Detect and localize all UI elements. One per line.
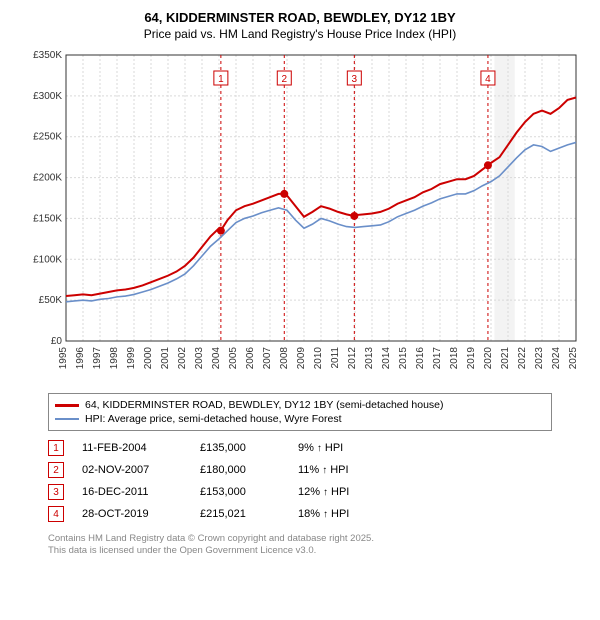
- svg-text:£300K: £300K: [33, 91, 62, 102]
- legend-swatch: [55, 418, 79, 420]
- sale-diff-vs: HPI: [330, 464, 348, 476]
- sale-diff: 11%↑HPI: [298, 464, 388, 476]
- legend-item: 64, KIDDERMINSTER ROAD, BEWDLEY, DY12 1B…: [55, 398, 545, 412]
- arrow-up-icon: ↑: [322, 465, 327, 476]
- svg-text:2018: 2018: [449, 347, 460, 370]
- arrow-up-icon: ↑: [323, 487, 328, 498]
- sale-date: 11-FEB-2004: [82, 442, 182, 454]
- svg-text:2007: 2007: [262, 347, 273, 370]
- svg-text:£250K: £250K: [33, 132, 62, 143]
- svg-text:4: 4: [485, 74, 491, 85]
- svg-text:2014: 2014: [381, 347, 392, 370]
- svg-text:1: 1: [218, 74, 224, 85]
- arrow-up-icon: ↑: [323, 509, 328, 520]
- svg-text:2020: 2020: [483, 347, 494, 370]
- svg-text:2016: 2016: [415, 347, 426, 370]
- sale-diff: 18%↑HPI: [298, 508, 388, 520]
- legend: 64, KIDDERMINSTER ROAD, BEWDLEY, DY12 1B…: [48, 393, 552, 431]
- sale-row: 1 11-FEB-2004 £135,000 9%↑HPI: [48, 437, 552, 459]
- svg-text:1995: 1995: [58, 347, 69, 370]
- svg-text:2024: 2024: [551, 347, 562, 370]
- sale-diff-pct: 9%: [298, 442, 314, 454]
- chart-title: 64, KIDDERMINSTER ROAD, BEWDLEY, DY12 1B…: [8, 10, 592, 25]
- sale-diff-pct: 11%: [298, 464, 319, 476]
- sale-price: £153,000: [200, 486, 280, 498]
- sale-row: 2 02-NOV-2007 £180,000 11%↑HPI: [48, 459, 552, 481]
- svg-text:2017: 2017: [432, 347, 443, 370]
- sale-row: 4 28-OCT-2019 £215,021 18%↑HPI: [48, 503, 552, 525]
- legend-swatch: [55, 404, 79, 407]
- svg-text:2022: 2022: [517, 347, 528, 370]
- svg-text:2025: 2025: [568, 347, 579, 370]
- svg-text:2000: 2000: [143, 347, 154, 370]
- svg-text:2002: 2002: [177, 347, 188, 370]
- svg-text:£50K: £50K: [39, 295, 63, 306]
- sale-date: 02-NOV-2007: [82, 464, 182, 476]
- svg-text:2013: 2013: [364, 347, 375, 370]
- svg-text:2011: 2011: [330, 347, 341, 369]
- svg-text:2015: 2015: [398, 347, 409, 370]
- sale-diff-vs: HPI: [331, 486, 349, 498]
- sale-diff: 12%↑HPI: [298, 486, 388, 498]
- footer-line-2: This data is licensed under the Open Gov…: [48, 545, 552, 557]
- sale-diff-vs: HPI: [331, 508, 349, 520]
- chart-area: £0 £50K £100K £150K £200K £250K £300K £350K 1995…: [20, 47, 580, 387]
- sale-diff-pct: 18%: [298, 508, 320, 520]
- footer-attribution: Contains HM Land Registry data © Crown c…: [48, 533, 552, 558]
- sale-date: 16-DEC-2011: [82, 486, 182, 498]
- svg-text:1997: 1997: [92, 347, 103, 370]
- chart-subtitle: Price paid vs. HM Land Registry's House …: [8, 27, 592, 41]
- legend-label: 64, KIDDERMINSTER ROAD, BEWDLEY, DY12 1B…: [85, 399, 444, 411]
- svg-text:2012: 2012: [347, 347, 358, 370]
- svg-text:£200K: £200K: [33, 173, 62, 184]
- svg-text:2006: 2006: [245, 347, 256, 370]
- svg-text:1996: 1996: [75, 347, 86, 370]
- svg-text:2023: 2023: [534, 347, 545, 370]
- sale-diff-vs: HPI: [325, 442, 343, 454]
- legend-item: HPI: Average price, semi-detached house,…: [55, 412, 545, 426]
- svg-text:£150K: £150K: [33, 213, 62, 224]
- arrow-up-icon: ↑: [317, 443, 322, 454]
- footer-line-1: Contains HM Land Registry data © Crown c…: [48, 533, 552, 545]
- svg-text:2001: 2001: [160, 347, 171, 370]
- svg-text:£350K: £350K: [33, 50, 62, 61]
- sale-price: £215,021: [200, 508, 280, 520]
- svg-text:2005: 2005: [228, 347, 239, 370]
- svg-text:£0: £0: [51, 336, 63, 347]
- svg-text:2003: 2003: [194, 347, 205, 370]
- svg-text:1999: 1999: [126, 347, 137, 370]
- sale-row: 3 16-DEC-2011 £153,000 12%↑HPI: [48, 481, 552, 503]
- svg-text:2004: 2004: [211, 347, 222, 370]
- sale-marker: 3: [48, 484, 64, 500]
- svg-text:2: 2: [281, 74, 287, 85]
- svg-text:1998: 1998: [109, 347, 120, 370]
- sale-marker: 4: [48, 506, 64, 522]
- svg-text:2008: 2008: [279, 347, 290, 370]
- svg-text:2021: 2021: [500, 347, 511, 370]
- svg-text:2019: 2019: [466, 347, 477, 370]
- sales-table: 111-FEB-2004£135,0009%↑HPI202-NOV-2007£1…: [48, 437, 552, 525]
- svg-text:2010: 2010: [313, 347, 324, 370]
- svg-text:2009: 2009: [296, 347, 307, 370]
- sale-diff-pct: 12%: [298, 486, 320, 498]
- sale-marker: 1: [48, 440, 64, 456]
- sale-price: £135,000: [200, 442, 280, 454]
- svg-text:3: 3: [352, 74, 358, 85]
- legend-label: HPI: Average price, semi-detached house,…: [85, 413, 342, 425]
- sale-diff: 9%↑HPI: [298, 442, 388, 454]
- svg-text:£100K: £100K: [33, 254, 62, 265]
- sale-marker: 2: [48, 462, 64, 478]
- sale-price: £180,000: [200, 464, 280, 476]
- sale-date: 28-OCT-2019: [82, 508, 182, 520]
